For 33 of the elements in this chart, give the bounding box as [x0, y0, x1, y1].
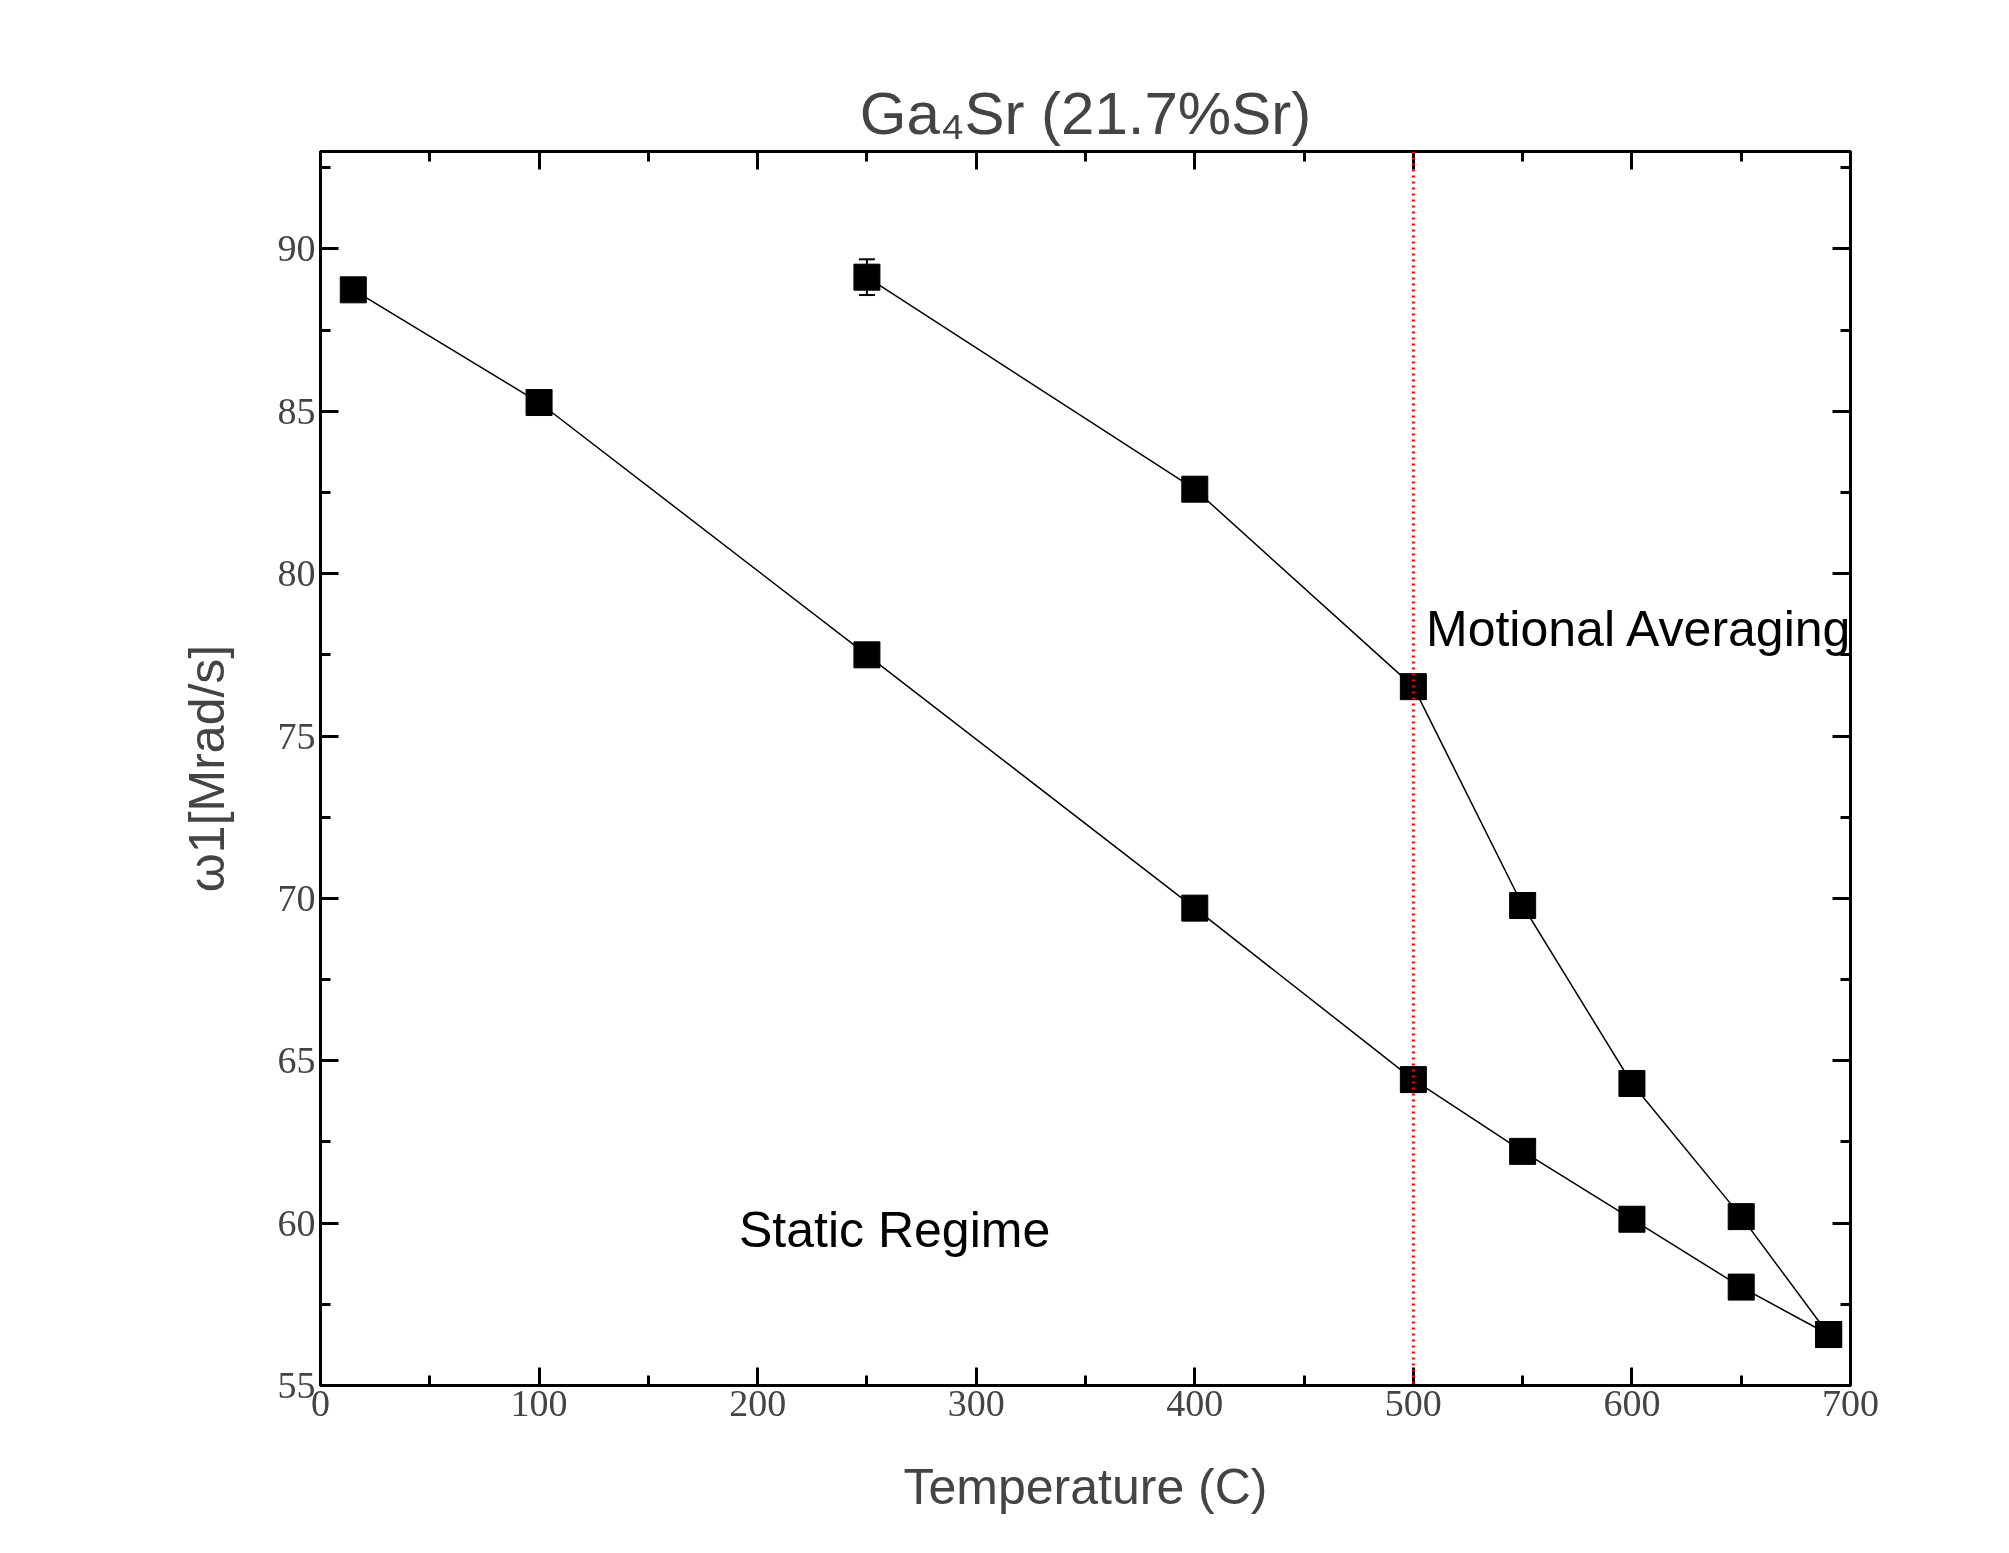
- annotation: Motional Averaging: [1426, 600, 1851, 659]
- point: [853, 263, 881, 291]
- point: [1399, 673, 1427, 701]
- y-tick-label: 70: [277, 876, 316, 919]
- point: [1509, 1137, 1537, 1165]
- y-axis-title: ω1[Mrad/s]: [178, 644, 235, 893]
- x-axis-title: Temperature (C): [903, 1458, 1268, 1515]
- point: [1727, 1273, 1755, 1301]
- x-tick-label: 700: [1822, 1381, 1879, 1424]
- point: [1618, 1205, 1646, 1233]
- x-tick-label: 100: [510, 1381, 568, 1424]
- point: [1509, 892, 1537, 920]
- point: [1618, 1069, 1646, 1097]
- y-tick-label: 85: [277, 389, 316, 432]
- annotation: Static Regime: [739, 1201, 1051, 1260]
- point: [1727, 1203, 1755, 1231]
- point: [525, 389, 553, 417]
- y-tick-label: 65: [277, 1039, 316, 1082]
- x-tick-label: 200: [729, 1381, 787, 1424]
- x-tick-label: 300: [947, 1381, 1005, 1424]
- point: [1399, 1066, 1427, 1094]
- x-tick-label: 500: [1384, 1381, 1442, 1424]
- x-tick-label: 400: [1166, 1381, 1224, 1424]
- point: [339, 276, 367, 304]
- chart-title: Ga₄Sr (21.7%Sr): [859, 79, 1312, 147]
- y-tick-label: 80: [277, 552, 316, 595]
- point: [853, 641, 881, 669]
- point: [1181, 475, 1209, 503]
- y-tick-label: 60: [277, 1201, 316, 1244]
- x-tick-label: 600: [1603, 1381, 1661, 1424]
- y-tick-label: 75: [277, 714, 316, 757]
- point: [1181, 894, 1209, 922]
- y-tick-label: 90: [277, 227, 316, 270]
